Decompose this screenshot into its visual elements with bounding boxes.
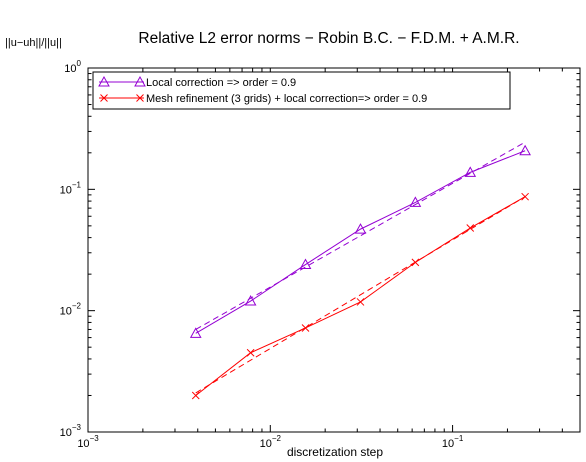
x-tick-label-base: 10 bbox=[442, 438, 454, 450]
series-0-point bbox=[244, 295, 257, 306]
legend-marker bbox=[134, 75, 146, 87]
x-tick-label-exponent: −1 bbox=[454, 434, 464, 443]
series-0-point bbox=[464, 166, 477, 177]
series-1-point bbox=[191, 391, 200, 400]
legend-marker bbox=[100, 94, 108, 102]
y-tick-label-base: 10 bbox=[60, 306, 72, 318]
series-1-point-stroke bbox=[466, 224, 475, 232]
series-1-point-stroke bbox=[246, 348, 255, 357]
y-tick-label-base: 10 bbox=[64, 63, 76, 75]
x-tick-label-base: 10 bbox=[260, 438, 272, 450]
legend-box bbox=[92, 71, 511, 110]
x-tick-label-exponent: −2 bbox=[272, 434, 282, 443]
y-tick-label: 100 bbox=[64, 59, 81, 75]
legend-label: Local correction => order = 0.9 bbox=[146, 77, 296, 89]
y-tick-label-exponent: −1 bbox=[72, 180, 82, 189]
x-tick-label-base: 10 bbox=[77, 438, 89, 450]
series-0-point bbox=[409, 196, 422, 207]
legend-label: Mesh refinement (3 grids) + local correc… bbox=[146, 93, 427, 105]
x-tick-label: 10−1 bbox=[442, 434, 464, 450]
legend-marker-stroke bbox=[100, 94, 108, 102]
series-1-point-stroke bbox=[521, 192, 529, 201]
series-1-point-stroke bbox=[411, 258, 420, 267]
series-1-point-stroke bbox=[301, 324, 310, 332]
series-0-point bbox=[189, 327, 202, 338]
y-axis-label: ||u−uh||/||u|| bbox=[5, 37, 62, 49]
y-tick-label-base: 10 bbox=[60, 427, 72, 439]
legend: Local correction => order = 0.9 Mesh refi… bbox=[92, 71, 511, 110]
series-1-point bbox=[521, 192, 529, 201]
series-1-point bbox=[411, 258, 420, 267]
series-0-point bbox=[299, 258, 312, 270]
data-series bbox=[189, 144, 531, 400]
series-0-fit-line bbox=[195, 141, 526, 330]
y-tick-label: 10−1 bbox=[60, 180, 82, 196]
series-1-point bbox=[246, 348, 255, 357]
series-0-line bbox=[195, 150, 526, 334]
x-axis-label: discretization step bbox=[287, 445, 383, 459]
y-tick-label: 10−2 bbox=[60, 302, 82, 318]
y-tick-label-exponent: −3 bbox=[72, 423, 82, 432]
legend-marker bbox=[98, 75, 110, 87]
y-tick-label-exponent: −2 bbox=[72, 302, 82, 311]
y-tick-label-base: 10 bbox=[60, 184, 72, 196]
legend-marker-stroke bbox=[136, 94, 144, 102]
series-1-point bbox=[466, 224, 475, 232]
fit-lines bbox=[195, 141, 526, 394]
series-1-point bbox=[356, 298, 365, 306]
series-0-point bbox=[519, 144, 531, 156]
series-1-point-stroke bbox=[356, 298, 365, 306]
y-tick-label: 10−3 bbox=[60, 423, 82, 439]
legend-items: Local correction => order = 0.9 Mesh refi… bbox=[98, 75, 427, 105]
series-0-point bbox=[354, 223, 367, 234]
series-1-point-stroke bbox=[191, 391, 200, 400]
legend-marker bbox=[136, 94, 144, 102]
series-1-fit-line bbox=[195, 196, 526, 394]
series-1-point bbox=[301, 324, 310, 332]
plot-frame bbox=[87, 67, 581, 433]
x-tick-label: 10−3 bbox=[77, 434, 99, 450]
y-tick-label-exponent: 0 bbox=[77, 59, 82, 68]
chart-title: Relative L2 error norms − Robin B.C. − F… bbox=[138, 30, 519, 47]
x-tick-label: 10−2 bbox=[260, 434, 282, 450]
x-tick-label-exponent: −3 bbox=[90, 434, 100, 443]
